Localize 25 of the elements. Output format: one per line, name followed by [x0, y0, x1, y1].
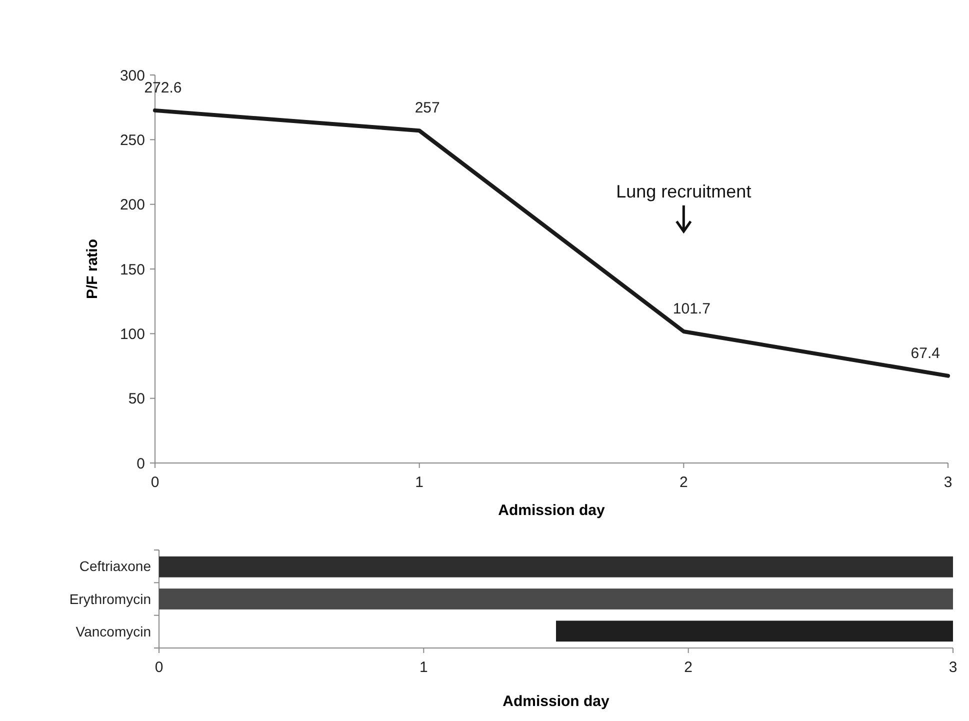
annotation: Lung recruitment [616, 182, 752, 202]
y-tick-label: Ceftriaxone [79, 558, 152, 574]
x-tick-label: 1 [419, 659, 428, 676]
y-axis-title: P/F ratio [84, 238, 101, 300]
y-tick-label: Vancomycin [76, 624, 151, 640]
y-tick-label: Erythromycin [69, 590, 151, 607]
y-tick-label: 150 [120, 261, 145, 278]
x-axis-title: Admission day [498, 502, 606, 519]
x-tick-label: 3 [944, 474, 952, 491]
y-tick-label: 50 [128, 390, 145, 408]
data-label: 67.4 [910, 344, 940, 362]
y-tick-label: 200 [120, 196, 145, 214]
y-tick-label: 0 [136, 455, 145, 472]
data-label: 272.6 [144, 79, 182, 96]
x-tick-label: 0 [154, 659, 164, 676]
data-label: 101.7 [672, 300, 710, 318]
y-tick-label: 300 [120, 67, 145, 84]
x-axis-title: Admission day [502, 693, 610, 710]
y-tick-label: 100 [120, 326, 145, 343]
x-tick-label: 1 [415, 474, 424, 491]
x-tick-label: 2 [684, 659, 693, 676]
y-tick-label: 250 [120, 132, 145, 149]
data-label: 257 [414, 100, 440, 117]
x-tick-label: 3 [948, 659, 958, 676]
x-tick-label: 2 [679, 474, 688, 491]
